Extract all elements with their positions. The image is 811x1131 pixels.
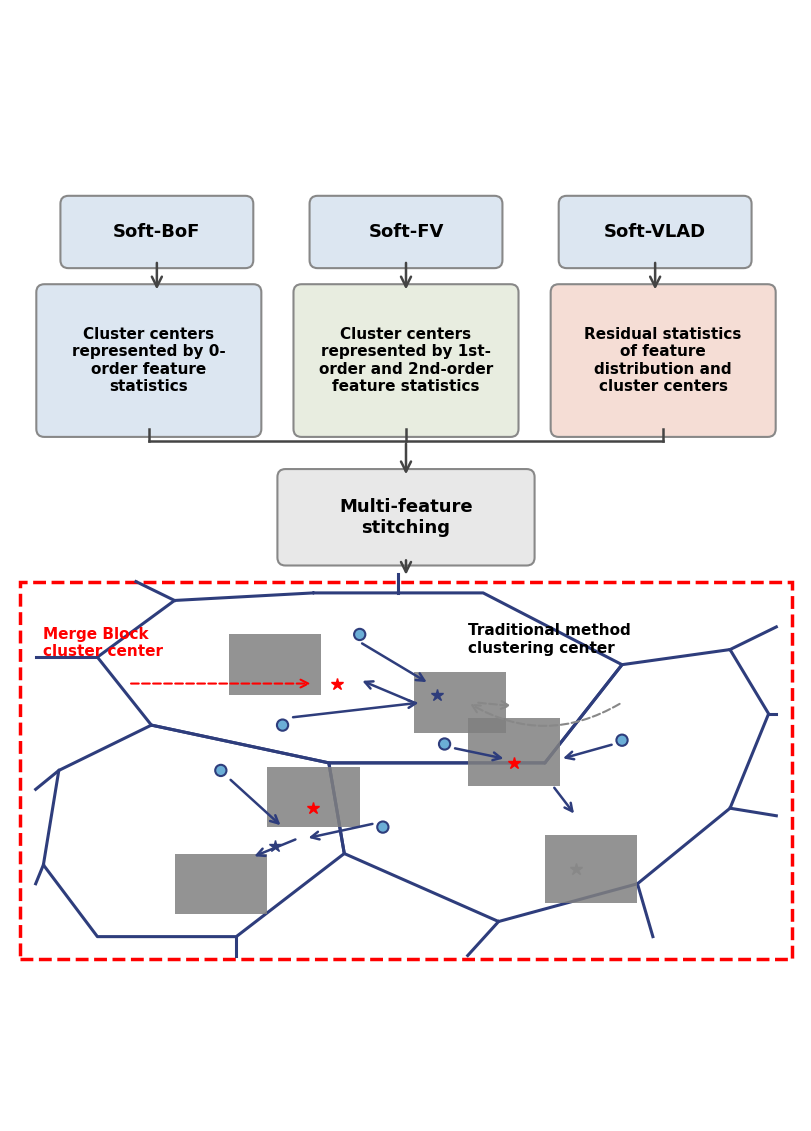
Circle shape: [277, 719, 288, 731]
Text: Residual statistics
of feature
distribution and
cluster centers: Residual statistics of feature distribut…: [584, 327, 741, 395]
Circle shape: [215, 765, 226, 776]
Text: Merge Block
cluster center: Merge Block cluster center: [43, 627, 163, 659]
Text: Traditional method
clustering center: Traditional method clustering center: [467, 623, 629, 656]
Circle shape: [377, 821, 388, 832]
FancyBboxPatch shape: [36, 284, 261, 437]
Bar: [467, 717, 560, 786]
Bar: [267, 767, 359, 827]
Bar: [174, 854, 267, 914]
Bar: [228, 634, 320, 694]
FancyBboxPatch shape: [550, 284, 775, 437]
Text: Soft-VLAD: Soft-VLAD: [603, 223, 706, 241]
FancyBboxPatch shape: [277, 469, 534, 566]
Text: Cluster centers
represented by 1st-
order and 2nd-order
feature statistics: Cluster centers represented by 1st- orde…: [319, 327, 492, 395]
Bar: [414, 672, 506, 733]
FancyBboxPatch shape: [60, 196, 253, 268]
Circle shape: [354, 629, 365, 640]
Text: Multi-feature
stitching: Multi-feature stitching: [339, 498, 472, 537]
Circle shape: [616, 735, 627, 745]
Text: Soft-BoF: Soft-BoF: [113, 223, 200, 241]
Bar: [544, 835, 637, 903]
Bar: [20, 581, 791, 959]
Text: Cluster centers
represented by 0-
order feature
statistics: Cluster centers represented by 0- order …: [72, 327, 225, 395]
FancyBboxPatch shape: [293, 284, 518, 437]
FancyBboxPatch shape: [558, 196, 751, 268]
Circle shape: [439, 739, 449, 750]
Text: Soft-FV: Soft-FV: [368, 223, 443, 241]
FancyBboxPatch shape: [309, 196, 502, 268]
